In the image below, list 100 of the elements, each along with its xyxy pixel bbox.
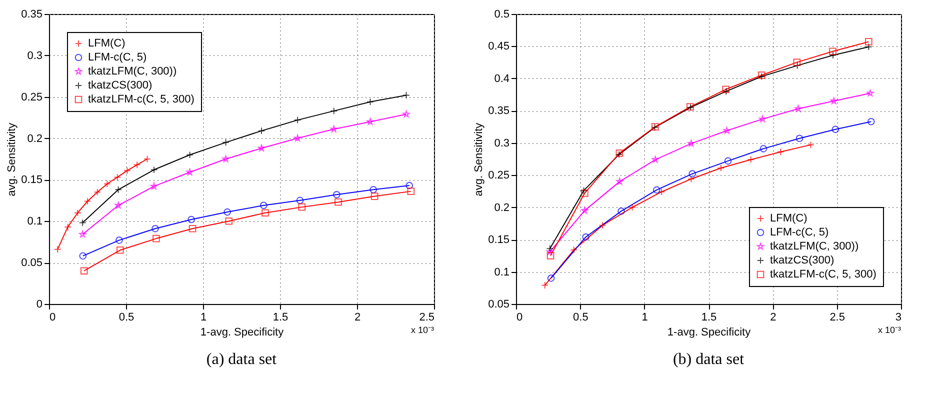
point: [406, 182, 414, 190]
point: [150, 182, 158, 190]
point: [80, 267, 88, 275]
legend-label: LFM(C): [770, 212, 808, 224]
x-tick-label: 1: [200, 312, 207, 324]
text: (a) data set: [206, 351, 278, 368]
point: [186, 151, 194, 159]
point: [334, 198, 342, 206]
point: [330, 107, 338, 115]
point: [258, 127, 266, 134]
y-tick-label: 0.45: [488, 40, 510, 53]
point: [652, 186, 660, 194]
point: [262, 209, 269, 217]
point: [116, 236, 123, 244]
point: [402, 110, 410, 118]
point: [867, 118, 875, 126]
point: [114, 186, 122, 194]
point: [294, 116, 302, 124]
point: [546, 252, 554, 260]
y-tick-label: 0.1: [27, 216, 42, 228]
x-axis-title: 1-avg. Specificity: [200, 326, 284, 338]
y-tick-label: 0.05: [488, 298, 510, 310]
x-tick-label: 1.5: [272, 312, 288, 324]
point: [688, 170, 696, 178]
legend-label: tkatzCS(300): [770, 254, 834, 266]
point: [723, 126, 730, 134]
text: x 10⁻³: [410, 325, 434, 335]
point: [79, 252, 87, 260]
y-axis-title: avg. Sensitivity: [6, 122, 18, 196]
legend-label: tkatzLFM-c(C, 5, 300): [88, 94, 194, 106]
y-tick-label: 0.4: [494, 72, 510, 85]
x-tick-label: 0: [50, 312, 56, 324]
y-tick-label: 0.35: [488, 105, 510, 118]
x-tick-label: 1.5: [701, 312, 717, 324]
point: [407, 188, 415, 195]
legend-label: tkatzLFM(C, 300)): [88, 66, 177, 78]
point: [796, 134, 804, 142]
text: x 10⁻³: [878, 325, 901, 335]
y-tick-label: 0: [36, 298, 42, 310]
point: [222, 138, 230, 146]
point: [830, 97, 838, 104]
point: [333, 190, 340, 198]
point: [794, 105, 802, 112]
point: [298, 203, 306, 211]
point: [116, 246, 124, 254]
legend-label: LFM-c(C, 5): [770, 226, 829, 238]
point: [188, 216, 195, 224]
point: [581, 206, 588, 214]
point: [258, 144, 266, 152]
x-tick-label: 0.5: [573, 312, 588, 324]
x-tick-label: 1: [642, 312, 648, 324]
point: [370, 186, 377, 194]
y-tick-label: 0.2: [494, 202, 510, 214]
point: [759, 115, 766, 122]
point: [618, 208, 625, 215]
y-tick-label: 0.25: [488, 170, 510, 182]
point: [724, 157, 732, 165]
x-tick-label: 3: [895, 312, 902, 324]
point: [370, 192, 378, 200]
x-tick-label: 0.5: [118, 312, 134, 324]
point: [186, 168, 194, 176]
point: [294, 134, 302, 142]
point: [829, 48, 836, 56]
point: [865, 43, 872, 51]
x-axis-title: 1-avg. Specificity: [667, 326, 752, 338]
y-tick-label: 0.1: [494, 266, 510, 278]
point: [79, 230, 86, 238]
point: [330, 126, 338, 132]
x-tick-label: 2.5: [419, 312, 434, 324]
x-tick-label: 0: [516, 312, 523, 324]
legend-label: tkatzLFM(C, 300)): [770, 240, 859, 252]
point: [582, 233, 590, 241]
y-tick-label: 0.3: [27, 50, 42, 62]
y-tick-label: 0.15: [488, 234, 510, 246]
point: [188, 224, 196, 232]
point: [760, 145, 768, 152]
text: (b) data set: [672, 351, 745, 368]
point: [866, 90, 874, 96]
y-tick-label: 0.25: [21, 91, 42, 104]
point: [580, 189, 588, 197]
y-tick-label: 0.35: [21, 8, 42, 20]
point: [224, 208, 231, 216]
x-tick-label: 2: [770, 312, 776, 324]
point: [222, 155, 230, 162]
point: [402, 92, 410, 99]
point: [260, 202, 268, 210]
point: [616, 178, 624, 185]
point: [366, 118, 374, 125]
y-tick-label: 0.2: [27, 132, 42, 145]
point: [652, 156, 659, 163]
legend-label: tkatzCS(300): [88, 80, 152, 92]
point: [546, 248, 554, 255]
point: [829, 52, 837, 59]
point: [832, 126, 840, 134]
legend-label: tkatzLFM-c(C, 5, 300): [770, 268, 876, 280]
point: [114, 202, 122, 208]
legend-label: LFM(C): [88, 38, 126, 50]
x-tick-label: 2.5: [830, 312, 845, 324]
point: [688, 140, 695, 147]
point: [580, 186, 588, 194]
